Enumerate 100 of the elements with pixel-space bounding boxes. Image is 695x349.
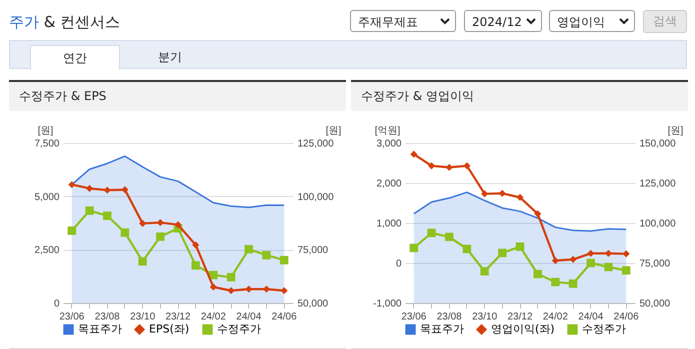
point [604, 262, 613, 272]
point [534, 210, 542, 218]
x-tick-label: 23/10 [472, 312, 498, 322]
point [280, 256, 288, 264]
x-tick-label: 24/02 [542, 312, 568, 322]
legend-label: EPS(좌) [149, 322, 190, 336]
point [463, 162, 470, 170]
x-tick-label: 23/08 [436, 312, 462, 322]
text: 주재무제표 [358, 15, 418, 29]
x-tick-label: 23/12 [507, 312, 533, 322]
point [445, 232, 454, 242]
point [462, 244, 472, 254]
chart-title: 수정주가 & EPS [9, 82, 346, 111]
chart-title: 수정주가 & 영업이익 [351, 82, 688, 111]
point [552, 257, 559, 264]
point [174, 221, 182, 228]
point [587, 250, 594, 257]
text: 영업이익 [557, 15, 605, 29]
y-tick-label: 0 [396, 258, 402, 270]
point [410, 150, 418, 158]
y2-tick-label: 150,000 [640, 138, 676, 150]
point [68, 226, 76, 235]
y-tick-label: 3,000 [376, 138, 402, 150]
point [516, 242, 524, 251]
point [86, 184, 94, 192]
legend-label: 목표주가 [78, 322, 122, 336]
point [498, 248, 506, 258]
y2-tick-label: 50,000 [640, 298, 671, 310]
point [104, 186, 111, 194]
point [480, 267, 489, 276]
x-tick-label: 23/12 [165, 312, 191, 322]
y-tick-label: 2,500 [34, 245, 60, 256]
y2-tick-label: 125,000 [640, 178, 676, 190]
y2-tick-label: 75,000 [298, 245, 329, 256]
point [604, 250, 612, 257]
y-tick-label: 5,000 [34, 192, 60, 203]
y2-tick-label: 75,000 [640, 258, 671, 270]
point [68, 181, 76, 188]
point [428, 162, 436, 170]
point [121, 186, 128, 194]
point [103, 212, 112, 220]
y2-axis-title: [원] [326, 126, 342, 136]
y-tick-label: 1,000 [376, 218, 402, 230]
point [138, 257, 147, 266]
point [139, 220, 146, 227]
x-tick-label: 24/04 [236, 312, 262, 322]
point [534, 270, 542, 278]
x-tick-label: 23/06 [401, 312, 427, 322]
text: 주가 & 컨센서스 [9, 13, 120, 31]
y-axis-title: [억원] [374, 126, 400, 136]
point [228, 287, 235, 294]
point [244, 245, 253, 254]
point [210, 283, 217, 291]
legend-label: 수정주가 [582, 322, 626, 336]
point [551, 278, 560, 286]
point [245, 286, 252, 293]
point [568, 279, 578, 288]
x-tick-label: 24/06 [614, 312, 640, 322]
point [192, 241, 200, 249]
x-tick-label: 23/10 [130, 312, 156, 322]
point [156, 219, 164, 226]
point [622, 266, 630, 275]
x-tick-label: 24/06 [272, 312, 298, 322]
point [516, 194, 524, 201]
legend-label: 영업이익(좌) [491, 322, 555, 336]
point [85, 206, 94, 215]
text: 분기 [157, 49, 183, 66]
point [280, 287, 288, 294]
point [262, 286, 270, 293]
y2-tick-label: 125,000 [298, 138, 334, 150]
y2-tick-label: 100,000 [298, 192, 334, 203]
point [192, 261, 200, 270]
y-tick-label: 0 [54, 298, 60, 310]
legend-label: 목표주가 [420, 322, 464, 336]
y-tick-label: 2,000 [376, 178, 402, 190]
point [156, 232, 164, 241]
y2-axis-title: [원] [668, 126, 684, 136]
x-tick-label: 23/06 [59, 312, 85, 322]
point [498, 190, 506, 197]
text: 2024/12 [472, 15, 522, 29]
point [481, 190, 488, 198]
point [570, 256, 577, 263]
point [427, 228, 436, 238]
point [586, 258, 595, 268]
point [410, 244, 418, 252]
y2-tick-label: 50,000 [298, 298, 329, 310]
y-tick-label: -1,000 [373, 298, 402, 310]
y2-tick-label: 100,000 [640, 218, 676, 230]
y-tick-label: 7,500 [34, 138, 60, 150]
point [622, 250, 630, 258]
point [446, 164, 453, 171]
x-tick-label: 24/02 [200, 312, 226, 322]
x-tick-label: 24/04 [578, 312, 604, 322]
text: 연간 [30, 45, 120, 70]
point [262, 251, 271, 260]
x-tick-label: 23/08 [94, 312, 120, 322]
text: 검색 [643, 10, 687, 33]
legend-label: 수정주가 [217, 322, 261, 336]
y-axis-title: [원] [38, 126, 54, 136]
point [120, 228, 130, 237]
